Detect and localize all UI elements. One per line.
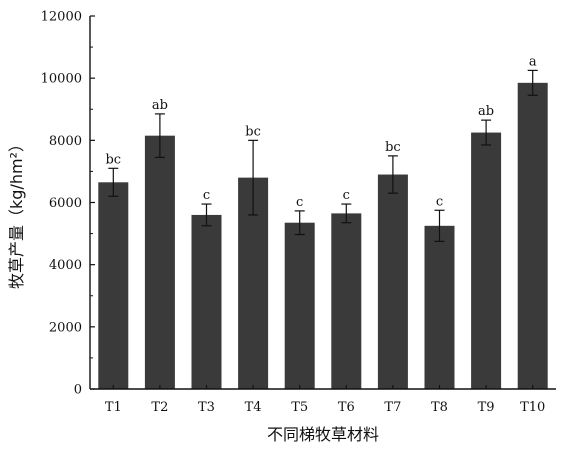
- error-bar-t8: [434, 209, 445, 242]
- error-bar-t6: [341, 203, 352, 224]
- y-tick-label: 12000: [41, 10, 82, 25]
- significance-label-t10: a: [529, 54, 537, 69]
- y-ticks-layer: 0 2000 4000 6000 8000 10000 12000: [41, 10, 95, 398]
- error-bar-t7: [387, 155, 398, 194]
- bar-t7: [377, 174, 408, 389]
- x-tick-label-t4: T4: [245, 400, 262, 415]
- error-bar-t2: [154, 113, 165, 159]
- error-bar-t9: [481, 119, 492, 146]
- significance-label-t2: ab: [152, 98, 168, 113]
- error-bar-t4: [248, 139, 259, 216]
- bar-t6: [331, 213, 362, 389]
- significance-label-t5: c: [296, 195, 303, 210]
- significance-label-t7: bc: [385, 140, 401, 155]
- bar-t3: [191, 214, 222, 389]
- x-tick-label-t2: T2: [151, 400, 168, 415]
- x-tick-label-t3: T3: [198, 400, 215, 415]
- y-tick-label: 4000: [49, 258, 82, 273]
- x-tick-label-t6: T6: [338, 400, 355, 415]
- x-tick-label-t1: T1: [105, 400, 122, 415]
- significance-label-t8: c: [436, 194, 443, 209]
- bars-layer: [98, 82, 548, 389]
- error-bar-t3: [201, 203, 212, 227]
- bar-t10: [517, 82, 548, 389]
- significance-label-t3: c: [203, 188, 210, 203]
- significance-label-t9: ab: [478, 104, 494, 119]
- error-bar-t1: [108, 167, 119, 197]
- x-tick-label-t7: T7: [384, 400, 401, 415]
- bar-t8: [424, 225, 455, 389]
- y-axis-label: 牧草产量（kg/hm²）: [7, 136, 26, 289]
- bar-t1: [98, 182, 129, 389]
- y-tick-label: 0: [74, 383, 82, 398]
- error-bar-t10: [527, 69, 538, 96]
- error-bar-t5: [294, 210, 305, 236]
- y-tick-label: 2000: [49, 320, 82, 335]
- error-bars-layer: [108, 69, 538, 242]
- y-tick-label: 10000: [41, 72, 82, 87]
- bar-t5: [284, 222, 315, 389]
- y-tick-label: 8000: [49, 134, 82, 149]
- x-axis-label: 不同梯牧草材料: [267, 425, 379, 444]
- bar-t9: [471, 132, 502, 389]
- significance-label-t6: c: [343, 188, 350, 203]
- bar-t2: [144, 135, 175, 389]
- x-tick-label-t10: T10: [520, 400, 545, 415]
- significance-labels-layer: bc ab c bc c c bc c ab a: [105, 54, 536, 209]
- x-tick-label-t9: T9: [478, 400, 495, 415]
- x-ticks-layer: T1 T2 T3 T4 T5 T6 T7 T8 T9 T10: [105, 385, 545, 415]
- x-tick-label-t5: T5: [291, 400, 308, 415]
- significance-label-t4: bc: [245, 124, 261, 139]
- x-tick-label-t8: T8: [431, 400, 448, 415]
- significance-label-t1: bc: [105, 152, 121, 167]
- y-tick-label: 6000: [49, 196, 82, 211]
